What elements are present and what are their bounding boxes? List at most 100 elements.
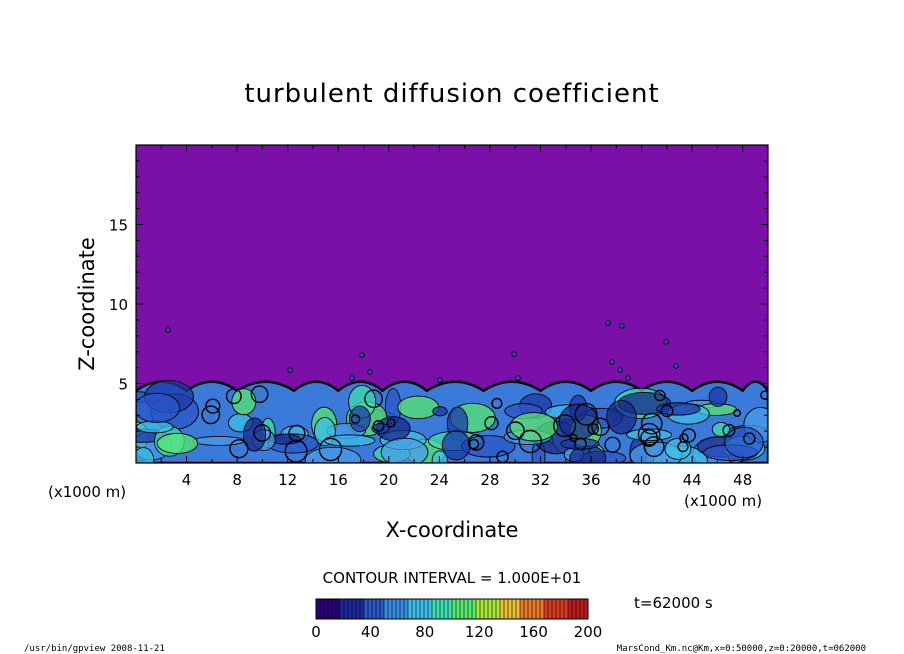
eddy-ring	[679, 433, 689, 443]
eddy-ring	[733, 409, 742, 417]
eddy-contour	[441, 430, 471, 461]
colorbar-cell	[384, 599, 389, 619]
eddy-contour	[156, 432, 199, 454]
contour-speck	[437, 377, 443, 383]
colorbar-cell	[568, 599, 573, 619]
contour-speck	[617, 367, 623, 373]
colorbar-cell	[520, 599, 525, 619]
x-tick-label: 28	[480, 471, 499, 489]
colorbar-cell	[536, 599, 541, 619]
chart-title: turbulent diffusion coefficient	[244, 79, 659, 109]
colorbar-cell	[328, 599, 333, 619]
colorbar-cell	[436, 599, 441, 619]
turbulent-layer	[136, 380, 768, 463]
colorbar-cell	[464, 599, 469, 619]
colorbar-cell	[476, 599, 481, 619]
x-tick-label: 32	[531, 471, 550, 489]
eddy-contour	[560, 438, 600, 450]
colorbar-tick-label: 40	[361, 623, 380, 641]
eddy-ring	[253, 424, 272, 442]
colorbar-cell	[496, 599, 501, 619]
colorbar-cell	[424, 599, 429, 619]
eddy-ring	[467, 434, 485, 451]
eddy-ring	[225, 388, 242, 405]
colorbar-cell	[388, 599, 393, 619]
colorbar-cell	[504, 599, 509, 619]
contour-interval-label: CONTOUR INTERVAL = 1.000E+01	[323, 569, 582, 587]
y-tick-label: 15	[109, 217, 128, 235]
footer-left: /usr/bin/gpview 2008-11-21	[24, 644, 165, 654]
y-tick-label: 10	[109, 296, 128, 314]
eddy-ring	[654, 389, 666, 402]
contour-speck	[605, 320, 611, 326]
eddy-ring	[574, 437, 587, 451]
colorbar-cell	[408, 599, 413, 619]
colorbar-cell	[552, 599, 557, 619]
x-tick-label: 16	[329, 471, 348, 489]
colorbar-tick-label: 160	[519, 623, 548, 641]
colorbar-cell	[524, 599, 529, 619]
colorbar-cell	[528, 599, 533, 619]
colorbar-cell	[572, 599, 577, 619]
x-unit-left: (x1000 m)	[48, 483, 126, 501]
colorbar-cell	[416, 599, 421, 619]
colorbar-cell	[376, 599, 381, 619]
eddy-ring	[484, 415, 499, 431]
eddy-ring	[574, 402, 598, 426]
colorbar-cell	[368, 599, 373, 619]
colorbar-cell	[468, 599, 473, 619]
contour-speck	[619, 323, 625, 329]
colorbar-cell	[352, 599, 357, 619]
colorbar-cell	[448, 599, 453, 619]
colorbar-cell	[400, 599, 405, 619]
eddy-ring	[372, 419, 385, 432]
y-axis-ticks: 5 10 15	[109, 160, 768, 448]
x-unit-right: (x1000 m)	[684, 492, 762, 510]
x-tick-label: 24	[430, 471, 449, 489]
eddy-ring	[386, 418, 396, 428]
eddy-contour	[397, 395, 440, 420]
eddy-ring	[640, 412, 663, 435]
contour-speck	[511, 351, 517, 357]
eddy-ring	[318, 437, 343, 462]
eddy-ring	[643, 436, 665, 458]
colorbar-cell	[420, 599, 425, 619]
time-label: t=62000 s	[634, 594, 713, 612]
footer-right: MarsCond_Km.nc@Km,x=0:50000,z=0:20000,t=…	[617, 644, 866, 654]
colorbar-cell	[460, 599, 465, 619]
eddy-ring	[742, 432, 756, 445]
colorbar-cell	[356, 599, 361, 619]
colorbar-cell	[508, 599, 513, 619]
y-axis-label: Z-coordinate	[75, 237, 99, 371]
eddy-ring	[229, 439, 249, 459]
colorbar-cell	[340, 599, 345, 619]
x-tick-label: 44	[683, 471, 702, 489]
eddy-ring	[288, 424, 306, 443]
eddy-ring	[681, 428, 696, 443]
eddy-ring	[722, 423, 736, 437]
colorbar-cell	[364, 599, 369, 619]
colorbar-cell	[584, 599, 589, 619]
eddy-ring	[587, 423, 600, 435]
x-tick-label: 8	[232, 471, 242, 489]
colorbar-cell	[380, 599, 385, 619]
colorbar-cell	[316, 599, 321, 619]
x-tick-label: 4	[182, 471, 192, 489]
x-tick-label: 40	[632, 471, 651, 489]
colorbar-cell	[564, 599, 569, 619]
eddy-ring	[201, 405, 221, 425]
eddy-ring	[250, 385, 269, 404]
contour-speck	[515, 375, 521, 381]
contour-speck	[287, 367, 293, 373]
eddy-ring	[604, 436, 621, 453]
colorbar-cell	[392, 599, 397, 619]
colorbar-ticks: 0 40 80 120 160 200	[311, 623, 602, 641]
contour-speck	[359, 352, 365, 358]
colorbar-cell	[432, 599, 437, 619]
eddy-ring	[591, 417, 610, 437]
eddy-contour	[708, 386, 728, 407]
eddy-contour	[136, 447, 155, 463]
contour-speck	[673, 363, 679, 369]
eddy-ring	[468, 438, 480, 450]
